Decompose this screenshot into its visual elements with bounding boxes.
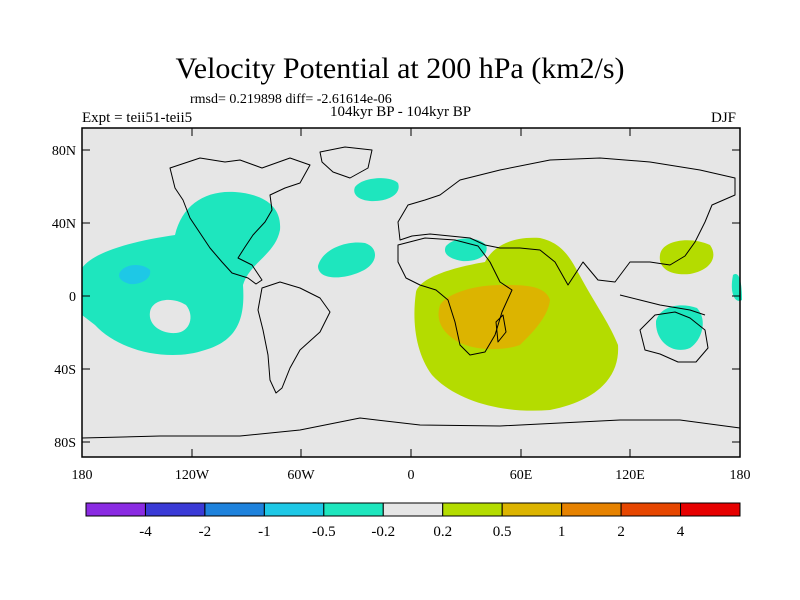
- lat-label: 40N: [52, 217, 76, 232]
- colorbar-swatch: [204, 502, 265, 517]
- colorbar-label: 0.5: [493, 524, 512, 540]
- lat-tick-marks: [82, 149, 740, 443]
- lon-label: 120E: [615, 468, 645, 483]
- lon-label: 0: [408, 468, 415, 483]
- colorbar-label: -0.5: [312, 524, 336, 540]
- greenland-coast: [319, 146, 373, 179]
- colorbar-label: 2: [617, 524, 625, 540]
- colorbar-swatch: [323, 502, 384, 517]
- colorbar-label: -2: [199, 524, 212, 540]
- colorbar: -4 -2 -1 -0.5 -0.2 0.2 0.5 1 2 4: [85, 502, 741, 540]
- madagascar-coast: [495, 314, 507, 343]
- lon-tick-marks: [81, 128, 741, 457]
- colorbar-swatch: [620, 502, 682, 517]
- hawaii-negative-region: [119, 264, 151, 285]
- indian-ocean-core-region: [438, 284, 550, 350]
- colorbar-label: 4: [677, 524, 685, 540]
- lon-label: 60E: [510, 468, 533, 483]
- colorbar-label: -0.2: [371, 524, 395, 540]
- coastlines: [81, 146, 741, 439]
- pacific-atlantic-negative-region: [82, 191, 281, 356]
- antarctica-coast: [81, 417, 741, 439]
- australia-negative-region: [655, 305, 703, 350]
- colorbar-label: 0.2: [433, 524, 452, 540]
- indonesia-coast: [619, 294, 706, 316]
- north-atlantic-negative-region: [354, 178, 399, 202]
- negative-anomaly-regions: [82, 178, 742, 356]
- africa-coast: [397, 237, 513, 356]
- eurasia-coast: [397, 157, 736, 286]
- pacific-hole: [149, 299, 191, 334]
- colorbar-swatch: [85, 502, 146, 517]
- map-title: Velocity Potential at 200 hPa (km2/s): [175, 52, 625, 85]
- colorbar-swatch: [501, 502, 563, 517]
- colorbar-swatch: [680, 502, 741, 517]
- atlantic-negative-region: [318, 242, 376, 278]
- period-label: 104kyr BP - 104kyr BP: [330, 104, 472, 120]
- colorbar-label: -4: [139, 524, 152, 540]
- lon-label: 180: [72, 468, 93, 483]
- pacific-positive-region: [659, 240, 714, 275]
- lat-label: 0: [69, 290, 76, 305]
- colorbar-label: 1: [558, 524, 566, 540]
- colorbar-swatch: [442, 502, 503, 517]
- colorbar-swatch: [144, 502, 206, 517]
- colorbar-swatch: [382, 502, 444, 517]
- colorbar-swatch: [263, 502, 325, 517]
- mideast-negative-region: [444, 238, 487, 262]
- north-america-coast: [169, 157, 311, 285]
- colorbar-label: -1: [258, 524, 271, 540]
- south-america-coast: [257, 281, 331, 394]
- lat-label: 80S: [54, 436, 76, 451]
- lon-label: 120W: [175, 468, 210, 483]
- stats-label: rmsd= 0.219898 diff= -2.61614e-06: [190, 92, 392, 107]
- colorbar-swatch: [561, 502, 622, 517]
- lon-label: 180: [730, 468, 751, 483]
- season-label: DJF: [711, 110, 737, 126]
- lat-label: 40S: [54, 363, 76, 378]
- australia-coast: [639, 311, 709, 363]
- lat-label: 80N: [52, 144, 76, 159]
- lon-label: 60W: [287, 468, 315, 483]
- experiment-label: Expt = teii51-teii5: [82, 110, 193, 126]
